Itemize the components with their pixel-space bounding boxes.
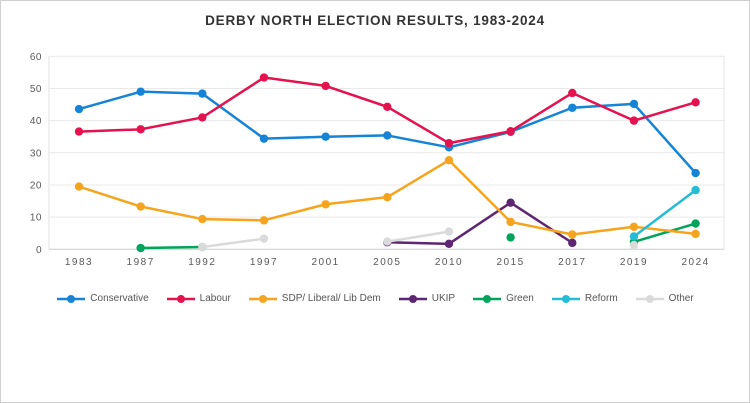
legend-item-sdp-liberal-lib-dem: SDP/ Liberal/ Lib Dem [248, 293, 381, 304]
data-point-labour-1987 [136, 125, 145, 134]
x-axis-tick-label: 2024 [681, 257, 709, 268]
y-axis-tick-label: 30 [30, 148, 42, 159]
legend-marker-icon [551, 294, 580, 303]
data-point-other-1992 [198, 242, 207, 252]
x-axis-tick-label: 2019 [620, 257, 648, 268]
data-point-conservative-2017 [568, 103, 577, 112]
data-point-ukip-2010 [444, 239, 454, 249]
legend-item-conservative: Conservative [56, 293, 149, 304]
data-point-sdp-liberal-lib-dem-1983 [74, 182, 84, 191]
line-chart-plot-area: 0 10 20 30 40 50 60 1983 1987 1992 1997 2001 2005 201… [30, 52, 725, 268]
series-line-green [632, 222, 697, 244]
legend-item-reform: Reform [551, 293, 618, 304]
series-line-other [386, 230, 451, 243]
data-point-ukip-2015 [506, 198, 515, 207]
legend-label: Labour [199, 293, 231, 304]
data-point-labour-1983 [74, 127, 84, 136]
data-point-conservative-1983 [74, 104, 84, 114]
data-point-other-2005 [383, 237, 392, 246]
data-point-green-1987 [136, 243, 145, 253]
data-point-labour-2017 [568, 88, 577, 98]
legend-marker-icon [57, 294, 86, 303]
series-line-green [139, 245, 204, 250]
x-axis-tick-label: 1997 [250, 257, 278, 268]
y-axis-tick-label: 40 [30, 116, 42, 127]
data-point-sdp-liberal-lib-dem-2005 [383, 192, 392, 202]
y-axis-tick-label: 50 [30, 84, 42, 95]
data-point-conservative-2001 [321, 132, 330, 141]
data-point-labour-2001 [321, 81, 330, 91]
legend-label: Conservative [90, 293, 149, 304]
legend-label: UKIP [431, 293, 456, 304]
x-axis-tick-label: 2010 [435, 257, 463, 268]
data-point-labour-2015 [506, 127, 515, 136]
data-point-sdp-liberal-lib-dem-2001 [321, 200, 330, 209]
legend-item-other: Other [635, 293, 694, 304]
data-point-sdp-liberal-lib-dem-2017 [568, 230, 577, 239]
x-axis-tick-label: 2001 [312, 257, 340, 268]
data-point-sdp-liberal-lib-dem-2024 [691, 229, 700, 239]
series-line-other [201, 237, 266, 249]
legend-label: Reform [584, 293, 618, 304]
data-point-labour-2024 [691, 98, 700, 107]
data-point-labour-2010 [444, 138, 454, 148]
data-point-labour-1997 [259, 73, 269, 82]
data-point-labour-2005 [383, 102, 392, 112]
legend-item-green: Green [472, 293, 534, 304]
data-point-ukip-2017 [568, 238, 577, 248]
legend-label: Other [668, 293, 694, 304]
series-line-ukip [386, 201, 574, 246]
chart-title: DERBY NORTH ELECTION RESULTS, 1983-2024 [205, 12, 545, 28]
legend-marker-icon [473, 294, 502, 303]
x-axis-tick-label: 2005 [373, 257, 401, 268]
data-point-sdp-liberal-lib-dem-1997 [259, 216, 269, 225]
x-axis-tick-label: 1983 [65, 257, 93, 268]
data-point-conservative-2005 [383, 131, 392, 140]
legend-item-ukip: UKIP [398, 293, 455, 304]
legend-item-labour: Labour [166, 293, 231, 304]
data-point-labour-2019 [629, 116, 639, 125]
data-point-sdp-liberal-lib-dem-2015 [506, 217, 515, 227]
legend-marker-icon [166, 294, 195, 303]
data-point-other-1997 [259, 234, 269, 243]
x-axis-tick-label: 2017 [558, 257, 586, 268]
series-line-reform [632, 188, 697, 238]
data-point-sdp-liberal-lib-dem-1987 [136, 202, 145, 211]
legend-label: Green [506, 293, 534, 304]
data-point-conservative-1987 [136, 87, 145, 96]
data-point-green-2015 [506, 233, 515, 242]
data-point-sdp-liberal-lib-dem-2019 [629, 222, 639, 231]
legend-marker-icon [248, 294, 277, 303]
legend-marker-icon [635, 294, 664, 303]
data-point-sdp-liberal-lib-dem-2010 [444, 155, 454, 165]
x-axis-tick-label: 1992 [188, 257, 216, 268]
data-point-conservative-1997 [259, 134, 269, 143]
y-axis-tick-label: 0 [36, 245, 42, 256]
data-point-reform-2019 [629, 232, 639, 241]
data-point-conservative-1992 [198, 89, 207, 98]
x-axis-tick-label: 1987 [127, 257, 155, 268]
legend-marker-icon [398, 294, 427, 303]
data-point-other-2010 [444, 227, 454, 236]
data-point-conservative-2019 [629, 99, 639, 109]
legend-label: SDP/ Liberal/ Lib Dem [281, 293, 381, 304]
y-axis-tick-label: 60 [30, 52, 42, 63]
data-point-green-2024 [691, 219, 700, 228]
y-axis-tick-label: 10 [30, 213, 42, 224]
y-axis-tick-label: 20 [30, 180, 42, 191]
legend: Conservative Labour SDP/ Liberal/ Lib Dem U… [1, 293, 749, 304]
data-point-conservative-2024 [691, 168, 700, 178]
data-point-other-2019 [629, 240, 639, 250]
data-point-labour-1992 [198, 113, 207, 122]
data-point-sdp-liberal-lib-dem-1992 [198, 214, 207, 224]
data-point-reform-2024 [691, 185, 700, 195]
x-axis-tick-label: 2015 [496, 257, 524, 268]
